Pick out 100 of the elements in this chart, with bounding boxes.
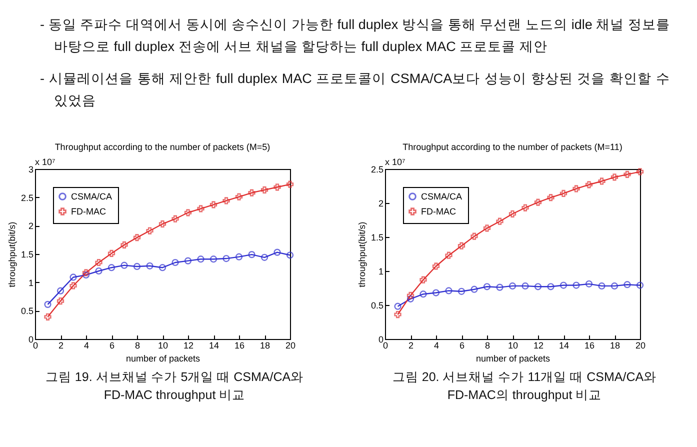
y-axis-title: throughput(bit/s) <box>6 222 17 288</box>
x-tick-label: 20 <box>285 340 296 350</box>
x-tick-label: 10 <box>158 340 168 350</box>
y-tick-label: 0.5 <box>20 306 34 316</box>
y-tick-label: 0.5 <box>370 300 384 310</box>
legend-label: CSMA/CA <box>71 192 112 202</box>
point <box>158 264 166 272</box>
point <box>222 197 230 204</box>
point <box>235 193 243 200</box>
point <box>56 287 64 294</box>
point <box>82 271 90 279</box>
point <box>172 215 179 222</box>
y-tick-label: 1.5 <box>20 250 34 260</box>
x-tick-label: 10 <box>508 340 518 350</box>
point <box>496 284 504 291</box>
point <box>445 287 452 294</box>
point <box>95 258 102 266</box>
point <box>534 198 542 206</box>
point <box>432 262 440 270</box>
point <box>496 218 504 225</box>
point <box>585 181 593 188</box>
point <box>222 254 230 262</box>
point <box>108 264 116 272</box>
y-tick-label: 1 <box>28 278 34 288</box>
y-tick-label: 2.5 <box>370 164 384 174</box>
point <box>470 232 478 240</box>
point <box>248 251 256 258</box>
point <box>458 288 466 295</box>
point <box>394 310 402 318</box>
point <box>470 286 478 293</box>
point <box>560 282 568 289</box>
point <box>406 295 414 302</box>
y-tick-label: 2 <box>28 221 34 232</box>
point <box>158 220 166 228</box>
point <box>458 242 466 250</box>
point <box>522 282 529 290</box>
point <box>547 283 554 290</box>
x-tick-label: 20 <box>635 340 646 350</box>
x-tick-label: 18 <box>260 340 270 350</box>
x-tick-label: 14 <box>208 340 220 350</box>
point <box>534 283 542 290</box>
point <box>610 282 618 290</box>
point <box>483 224 491 232</box>
point <box>636 168 644 176</box>
x-tick-label: 2 <box>408 340 414 350</box>
point <box>95 267 102 275</box>
point <box>70 282 77 290</box>
point <box>624 170 631 178</box>
x-tick-label: 14 <box>558 340 570 350</box>
legend-label: CSMA/CA <box>421 192 462 202</box>
point <box>172 258 179 266</box>
x-tick-label: 16 <box>584 340 595 350</box>
x-axis-title: number of packets <box>476 354 551 364</box>
legend-label: FD-MAC <box>421 206 456 216</box>
point <box>210 256 218 263</box>
point <box>508 282 516 290</box>
x-tick-label: 12 <box>183 340 194 350</box>
point <box>184 257 192 264</box>
point <box>248 189 256 196</box>
point <box>598 282 606 290</box>
point <box>560 190 568 198</box>
caption: 그림 19. 서브채널 수가 5개일 때 CSMA/CA와 FD-MAC throughput 비교 <box>44 369 305 404</box>
point <box>260 186 268 194</box>
point <box>572 282 580 289</box>
point <box>624 281 631 288</box>
point <box>56 297 64 305</box>
point <box>184 209 192 216</box>
point <box>108 250 116 257</box>
x-tick-label: 8 <box>134 340 140 350</box>
point <box>420 276 427 284</box>
x-tick-label: 6 <box>459 340 465 350</box>
point <box>547 194 554 202</box>
point <box>274 184 281 191</box>
point <box>70 274 77 281</box>
text: - 시뮬레이션을 통해 제안한 full duplex MAC 프로토콜이 CSMA/CA보다 성능이 향상된 것을 확인할 수 있었음 <box>40 70 670 110</box>
point <box>572 185 580 192</box>
point <box>44 313 52 320</box>
point <box>585 280 593 288</box>
point <box>274 248 281 256</box>
x-axis-title: number of packets <box>126 354 201 364</box>
x-tick-label: 8 <box>484 340 490 350</box>
point <box>197 256 204 263</box>
text: - 동일 주파수 대역에서 동시에 송수신이 가능한 full duplex 방식을 통해 무선랜 노드의 idle 채널 정보를 바탕으로 full duplex 전송에 서브 채널을 할당하는 full duplex MAC 프로토콜 제안 <box>40 16 670 56</box>
legend-label: FD-MAC <box>71 206 106 216</box>
point <box>286 180 294 188</box>
point <box>120 262 128 269</box>
x-tick-label: 4 <box>84 340 90 350</box>
y-tick-label: 2.5 <box>20 192 34 203</box>
x-tick-label: 16 <box>234 340 245 350</box>
point <box>420 290 427 298</box>
x-tick-label: 6 <box>109 340 115 350</box>
point <box>210 201 218 208</box>
point <box>522 204 529 212</box>
point <box>508 210 516 218</box>
point <box>197 205 204 212</box>
y-tick-label: 1 <box>378 266 384 276</box>
y-tick-label: 2 <box>378 198 384 208</box>
x-tick-label: 2 <box>58 340 64 350</box>
point <box>406 292 414 300</box>
chart-title: Throughput according to the number of packets (M=5) <box>54 142 270 152</box>
